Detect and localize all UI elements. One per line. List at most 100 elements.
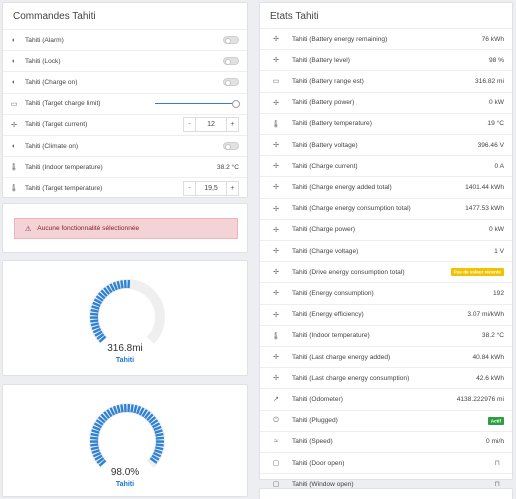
toggle-switch[interactable] [223,57,239,66]
gauge-tick [92,425,101,432]
state-row[interactable]: ✢ Tahiti (Drive energy consumption total)… [260,261,512,282]
cog-icon: ✢ [273,354,279,361]
state-value: 76 kWh [481,35,504,43]
state-row[interactable]: ✢ Tahiti (Battery power) 0 kW [260,91,512,113]
cog-icon: ✢ [273,57,279,65]
status-badge: Actif [487,416,504,425]
gauge-level-value: 98.0% [110,467,140,478]
gauge-level-name[interactable]: Tahiti [115,481,135,488]
control-row: ◐ Tahiti (Climate on) [3,135,247,156]
state-value: 0 kW [488,99,504,107]
toggle-switch[interactable] [223,142,239,150]
stepper-value[interactable]: 12 [196,117,226,133]
increment-button[interactable]: + [226,180,239,196]
increment-button[interactable]: + [226,117,239,133]
gauge-tick [155,443,164,447]
gauge-tick [141,409,148,418]
stepper-value[interactable]: 19,5 [196,180,226,196]
state-row[interactable]: ✢ Tahiti (Battery energy remaining) 76 kWh [260,28,512,49]
control-label: Tahiti (Target current) [25,121,88,129]
state-row[interactable]: ▢ Tahiti (Door open) ⊓ [260,452,512,473]
gauge-tick [148,416,157,424]
state-row[interactable]: ✢ Tahiti (Last charge energy consumption)… [260,367,512,388]
state-value: 192 [492,289,504,297]
cog-icon: ✢ [273,290,279,298]
state-row[interactable]: ✢ Tahiti (Charge voltage) 1 V [260,240,512,261]
state-label: Tahiti (Battery range est) [292,77,364,85]
state-label: Tahiti (Speed) [292,438,333,446]
state-row[interactable]: ✢ Tahiti (Charge energy consumption total… [260,197,512,219]
toggle-switch[interactable] [223,78,239,87]
toggle-switch[interactable] [223,36,239,44]
gauge-tick [91,325,100,330]
state-row[interactable]: ≈ Tahiti (Speed) 0 mi/h [260,430,512,452]
gauge-tick [90,312,99,316]
state-row[interactable]: ↗ Tahiti (Odometer) 4138.222976 mi [260,388,512,409]
state-row[interactable]: 🌡 Tahiti (Battery temperature) 19 °C [260,112,512,134]
cog-icon: ✢ [273,163,279,171]
gauge-tick [92,327,102,334]
toggle-icon: ◐ [11,78,17,86]
state-value: 0 mi/h [486,438,504,446]
lock-icon: ⊓ [494,460,500,467]
status-badge: Pas de valeur récente [450,268,504,277]
gauge-tick [98,459,107,467]
state-label: Tahiti (Charge energy added total) [292,183,392,191]
gauge-tick [97,292,106,300]
control-label: Tahiti (Target temperature) [25,184,103,192]
gauge-tick [96,333,105,340]
gauge-tick [106,409,113,418]
state-row[interactable]: ▢ Tahiti (Window open) ⊓ [260,473,512,494]
power-icon: ⏻ [273,416,279,424]
control-label: Tahiti (Charge on) [25,78,78,86]
controls-title: Commandes Tahiti [13,11,96,22]
state-row[interactable]: ▭ Tahiti (Battery range est) 316.82 mi [260,70,512,91]
state-label: Tahiti (Battery voltage) [292,141,358,149]
cog-icon: ✢ [273,311,279,319]
state-row[interactable]: ✢ Tahiti (Charge power) 0 kW [260,218,512,240]
gauge-tick [93,298,103,305]
state-value: 1477.53 kWh [465,205,504,213]
state-row[interactable]: ✢ Tahiti (Charge energy added total) 1401.… [260,176,512,197]
state-row[interactable]: ✢ Tahiti (Energy consumption) 192 [260,282,512,303]
state-row[interactable]: ⏻ Tahiti (Plugged) Actif [260,409,512,431]
cog-icon: ✢ [11,121,17,129]
states-title: Etats Tahiti [270,11,319,22]
window-icon: ▢ [272,481,280,489]
toggle-icon: ◐ [11,36,17,44]
controls-card: Commandes Tahiti ◐ Tahiti (Alarm) ◐ Tahiti … [2,2,248,198]
cog-icon: ✢ [273,269,279,277]
charge-limit-slider[interactable] [155,100,240,109]
gauge-tick [116,280,121,290]
gauge-tick [100,413,108,421]
gauge-tick [92,451,102,458]
cog-icon: ✢ [273,248,279,255]
decrement-button[interactable]: - [183,180,196,196]
state-label: Tahiti (Window open) [292,480,354,488]
value-stepper: -12 + [183,117,239,133]
speed-icon: ≈ [274,438,278,446]
cog-icon: ✢ [273,36,279,43]
state-row[interactable]: ✢ Tahiti (Energy efficiency) 3.07 mi/kWh [260,303,512,325]
gauge-tick [155,432,164,437]
state-row[interactable]: ✢ Tahiti (Battery level) 98 % [260,49,512,70]
control-row: ◐ Tahiti (Lock) [3,50,247,71]
alert-banner: ⚠ Aucune fonctionnalité sélectionnée [14,218,238,239]
gauge-tick [103,411,111,419]
gauge-range-value: 316.8mi [107,343,143,354]
decrement-button[interactable]: - [183,117,196,133]
control-row: 🌡 Tahiti (Indoor temperature) 38.2 °C [3,156,247,177]
state-row[interactable]: ✢ Tahiti (Charge current) 0 A [260,155,512,176]
state-row[interactable]: ✢ Tahiti (Last charge energy added) 40.84 … [260,346,512,367]
state-row[interactable]: ✢ Tahiti (Battery voltage) 396.46 V [260,134,512,155]
gauge-tick [94,454,103,461]
state-label: Tahiti (Energy efficiency) [292,311,364,319]
state-row[interactable]: 🌡 Tahiti (Indoor temperature) 38.2 °C [260,324,512,346]
control-row: ◐ Tahiti (Alarm) [3,29,247,50]
state-value: 19 °C [487,120,504,128]
gauge-tick [155,446,164,451]
gauge-tick [94,330,103,337]
control-label: Tahiti (Indoor temperature) [25,163,103,171]
gauge-range-name[interactable]: Tahiti [115,357,135,364]
cog-icon: ✢ [273,184,279,192]
